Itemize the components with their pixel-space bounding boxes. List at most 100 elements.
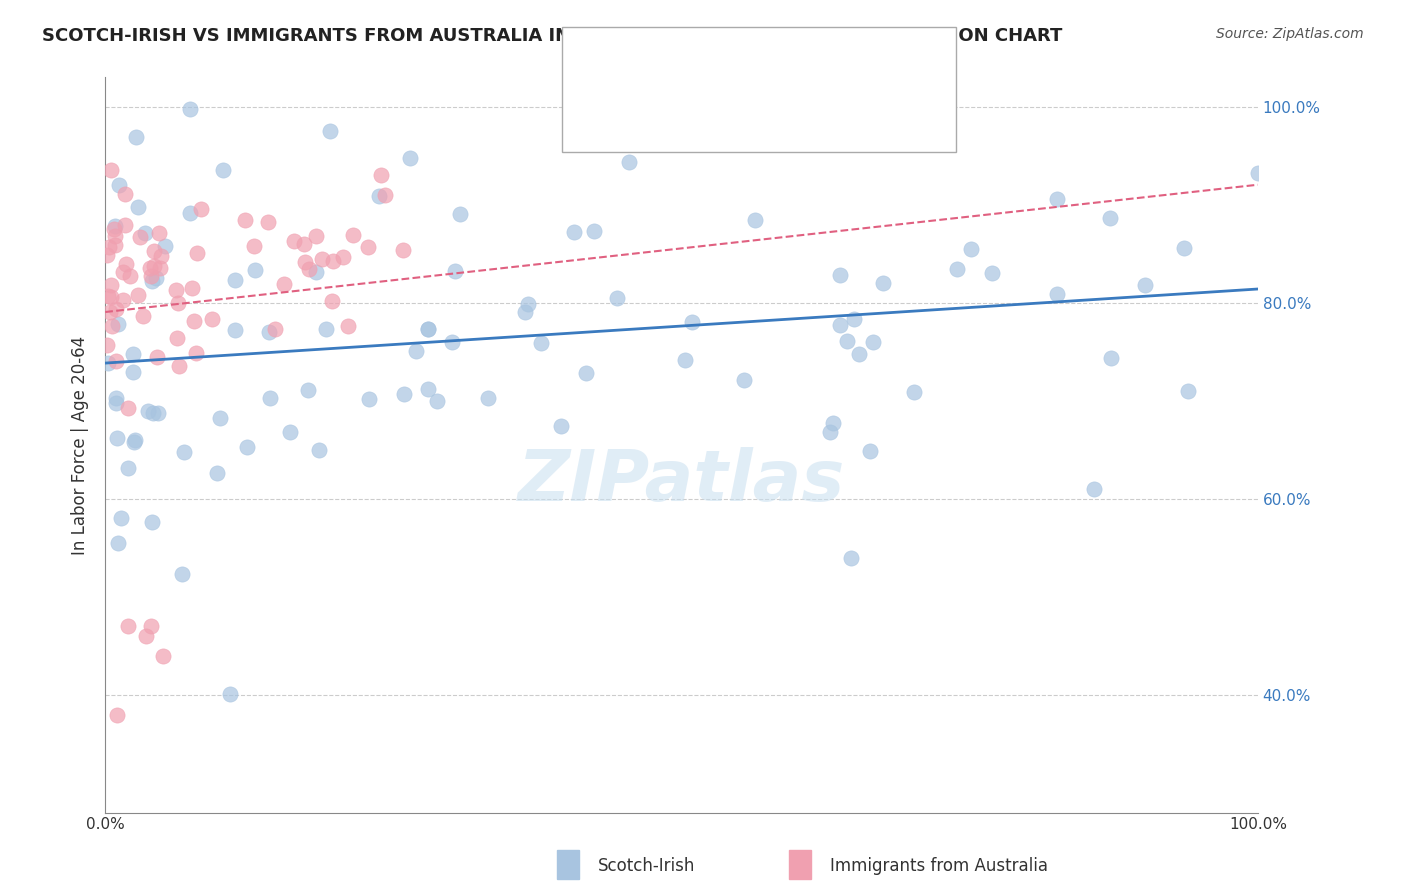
Point <box>1173 241 1195 255</box>
Point <box>583 224 606 238</box>
Y-axis label: In Labor Force | Age 20-64: In Labor Force | Age 20-64 <box>72 335 89 555</box>
Point <box>1247 165 1270 179</box>
Point <box>165 283 187 297</box>
Point <box>550 418 572 433</box>
Point <box>170 567 193 582</box>
Point <box>862 335 884 350</box>
Point <box>308 442 330 457</box>
Point <box>440 334 463 349</box>
Point <box>359 392 381 407</box>
Point <box>319 123 342 137</box>
Point <box>264 322 287 336</box>
Point <box>180 281 202 295</box>
Point <box>205 466 228 480</box>
Point <box>280 425 302 439</box>
Point <box>103 222 125 236</box>
Point <box>336 319 359 334</box>
Point <box>96 248 118 262</box>
Point <box>114 187 136 202</box>
Point <box>257 325 280 339</box>
Point <box>273 277 295 291</box>
Point <box>477 392 499 406</box>
Text: Scotch-Irish: Scotch-Irish <box>598 857 695 875</box>
Point <box>141 619 163 633</box>
Point <box>820 425 842 440</box>
Point <box>117 461 139 475</box>
Point <box>960 242 983 256</box>
Point <box>257 215 280 229</box>
Point <box>141 515 163 529</box>
Point <box>1135 277 1157 292</box>
Point <box>97 356 120 370</box>
Point <box>405 344 427 359</box>
Point <box>124 435 146 450</box>
Point <box>152 648 174 663</box>
Point <box>416 322 439 336</box>
Point <box>186 246 208 260</box>
Point <box>575 366 598 380</box>
Point <box>142 259 165 273</box>
Point <box>449 207 471 221</box>
Point <box>733 373 755 387</box>
Point <box>100 277 122 292</box>
Point <box>394 387 416 401</box>
Point <box>859 443 882 458</box>
Point <box>142 244 165 259</box>
Point <box>104 391 127 405</box>
Point <box>673 353 696 368</box>
Point <box>148 226 170 240</box>
Point <box>127 287 149 301</box>
Point <box>135 629 157 643</box>
Point <box>134 227 156 241</box>
Point <box>145 350 167 364</box>
Point <box>167 359 190 374</box>
Text: Source: ZipAtlas.com: Source: ZipAtlas.com <box>1216 27 1364 41</box>
Point <box>96 338 118 352</box>
Point <box>283 234 305 248</box>
Point <box>426 393 449 408</box>
Point <box>391 243 413 257</box>
Point <box>530 335 553 350</box>
Point <box>117 401 139 415</box>
Point <box>1177 384 1199 398</box>
Point <box>516 297 538 311</box>
Point <box>305 229 328 244</box>
Point <box>243 263 266 277</box>
Point <box>368 189 391 203</box>
Point <box>104 238 127 252</box>
Point <box>100 290 122 304</box>
Point <box>357 240 380 254</box>
Point <box>321 293 343 308</box>
Point <box>211 162 233 177</box>
Point <box>236 440 259 454</box>
Point <box>224 273 246 287</box>
Point <box>681 315 703 329</box>
Point <box>101 319 124 334</box>
Point <box>322 253 344 268</box>
Point <box>112 265 135 279</box>
Point <box>141 268 163 283</box>
Point <box>105 431 128 445</box>
Point <box>153 239 176 253</box>
Point <box>114 218 136 232</box>
Point <box>149 249 172 263</box>
Point <box>117 619 139 633</box>
Point <box>179 102 201 116</box>
Text: R = 0.089    N = 67: R = 0.089 N = 67 <box>630 106 837 125</box>
Point <box>183 314 205 328</box>
Point <box>315 322 337 336</box>
Point <box>141 274 163 288</box>
Point <box>104 301 127 316</box>
Point <box>946 262 969 277</box>
Point <box>297 384 319 398</box>
Point <box>104 228 127 243</box>
Point <box>370 169 392 183</box>
Point <box>444 264 467 278</box>
Point <box>100 162 122 177</box>
Point <box>104 219 127 233</box>
Point <box>823 416 845 430</box>
Point <box>122 365 145 379</box>
Point <box>98 304 121 318</box>
Text: ZIPatlas: ZIPatlas <box>517 447 845 516</box>
Point <box>107 536 129 550</box>
